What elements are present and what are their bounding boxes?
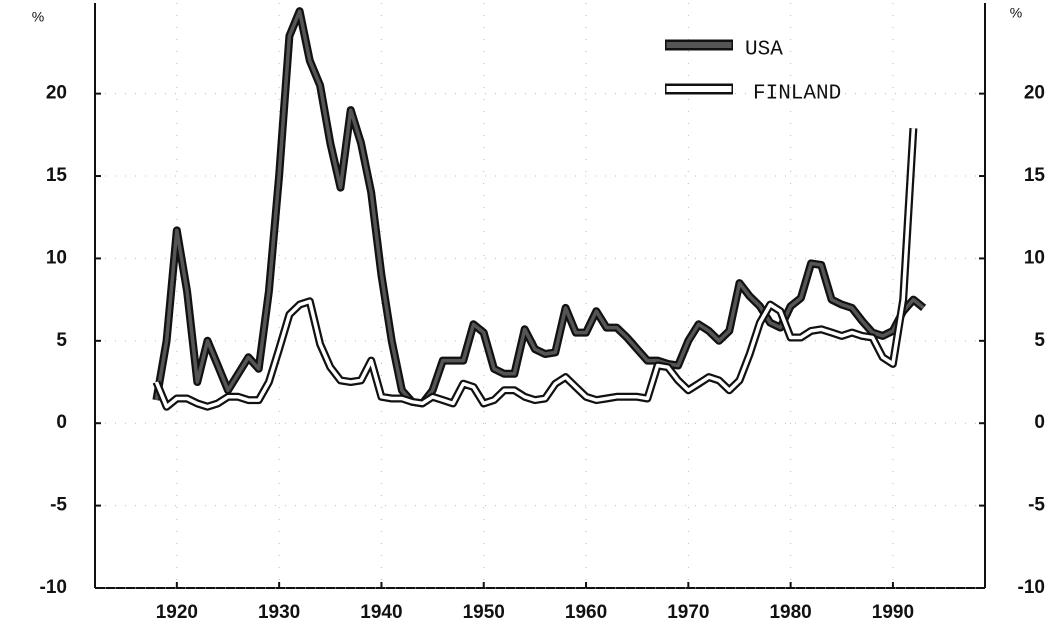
x-tick-label: 1960: [565, 602, 607, 623]
y2-axis-label: %: [1010, 5, 1022, 21]
y2-tick-label: 5: [1034, 330, 1045, 351]
y-tick-label: 10: [46, 247, 67, 268]
y2-tick-label: -5: [1028, 495, 1045, 516]
y-tick-label: -10: [40, 577, 67, 598]
y2-tick-label: 20: [1024, 83, 1045, 104]
x-tick-label: 1970: [667, 602, 709, 623]
x-tick-label: 1980: [769, 602, 811, 623]
x-tick-label: 1990: [872, 602, 914, 623]
line: [154, 9, 925, 406]
x-tick-label: 1930: [258, 602, 300, 623]
y-tick-label: -5: [50, 495, 67, 516]
y-tick-label: 0: [56, 412, 67, 433]
y2-tick-label: 10: [1024, 247, 1045, 268]
y2-tick-label: -10: [1018, 577, 1045, 598]
y2-tick-label: 0: [1034, 412, 1045, 433]
line-outline: [152, 7, 927, 408]
y-tick-label: 15: [46, 165, 68, 186]
y-tick-label: 20: [46, 83, 67, 104]
y-axis-label: %: [32, 9, 44, 25]
y2-tick-label: 15: [1024, 165, 1046, 186]
y-tick-label: 5: [56, 330, 67, 351]
x-tick-label: 1920: [156, 602, 198, 623]
axes: [94, 3, 986, 589]
line: [154, 128, 916, 409]
x-tick-label: 1950: [463, 602, 505, 623]
x-tick-label: 1940: [360, 602, 402, 623]
legend-label: FINLAND: [753, 83, 841, 106]
legend-label: USA: [745, 39, 783, 62]
